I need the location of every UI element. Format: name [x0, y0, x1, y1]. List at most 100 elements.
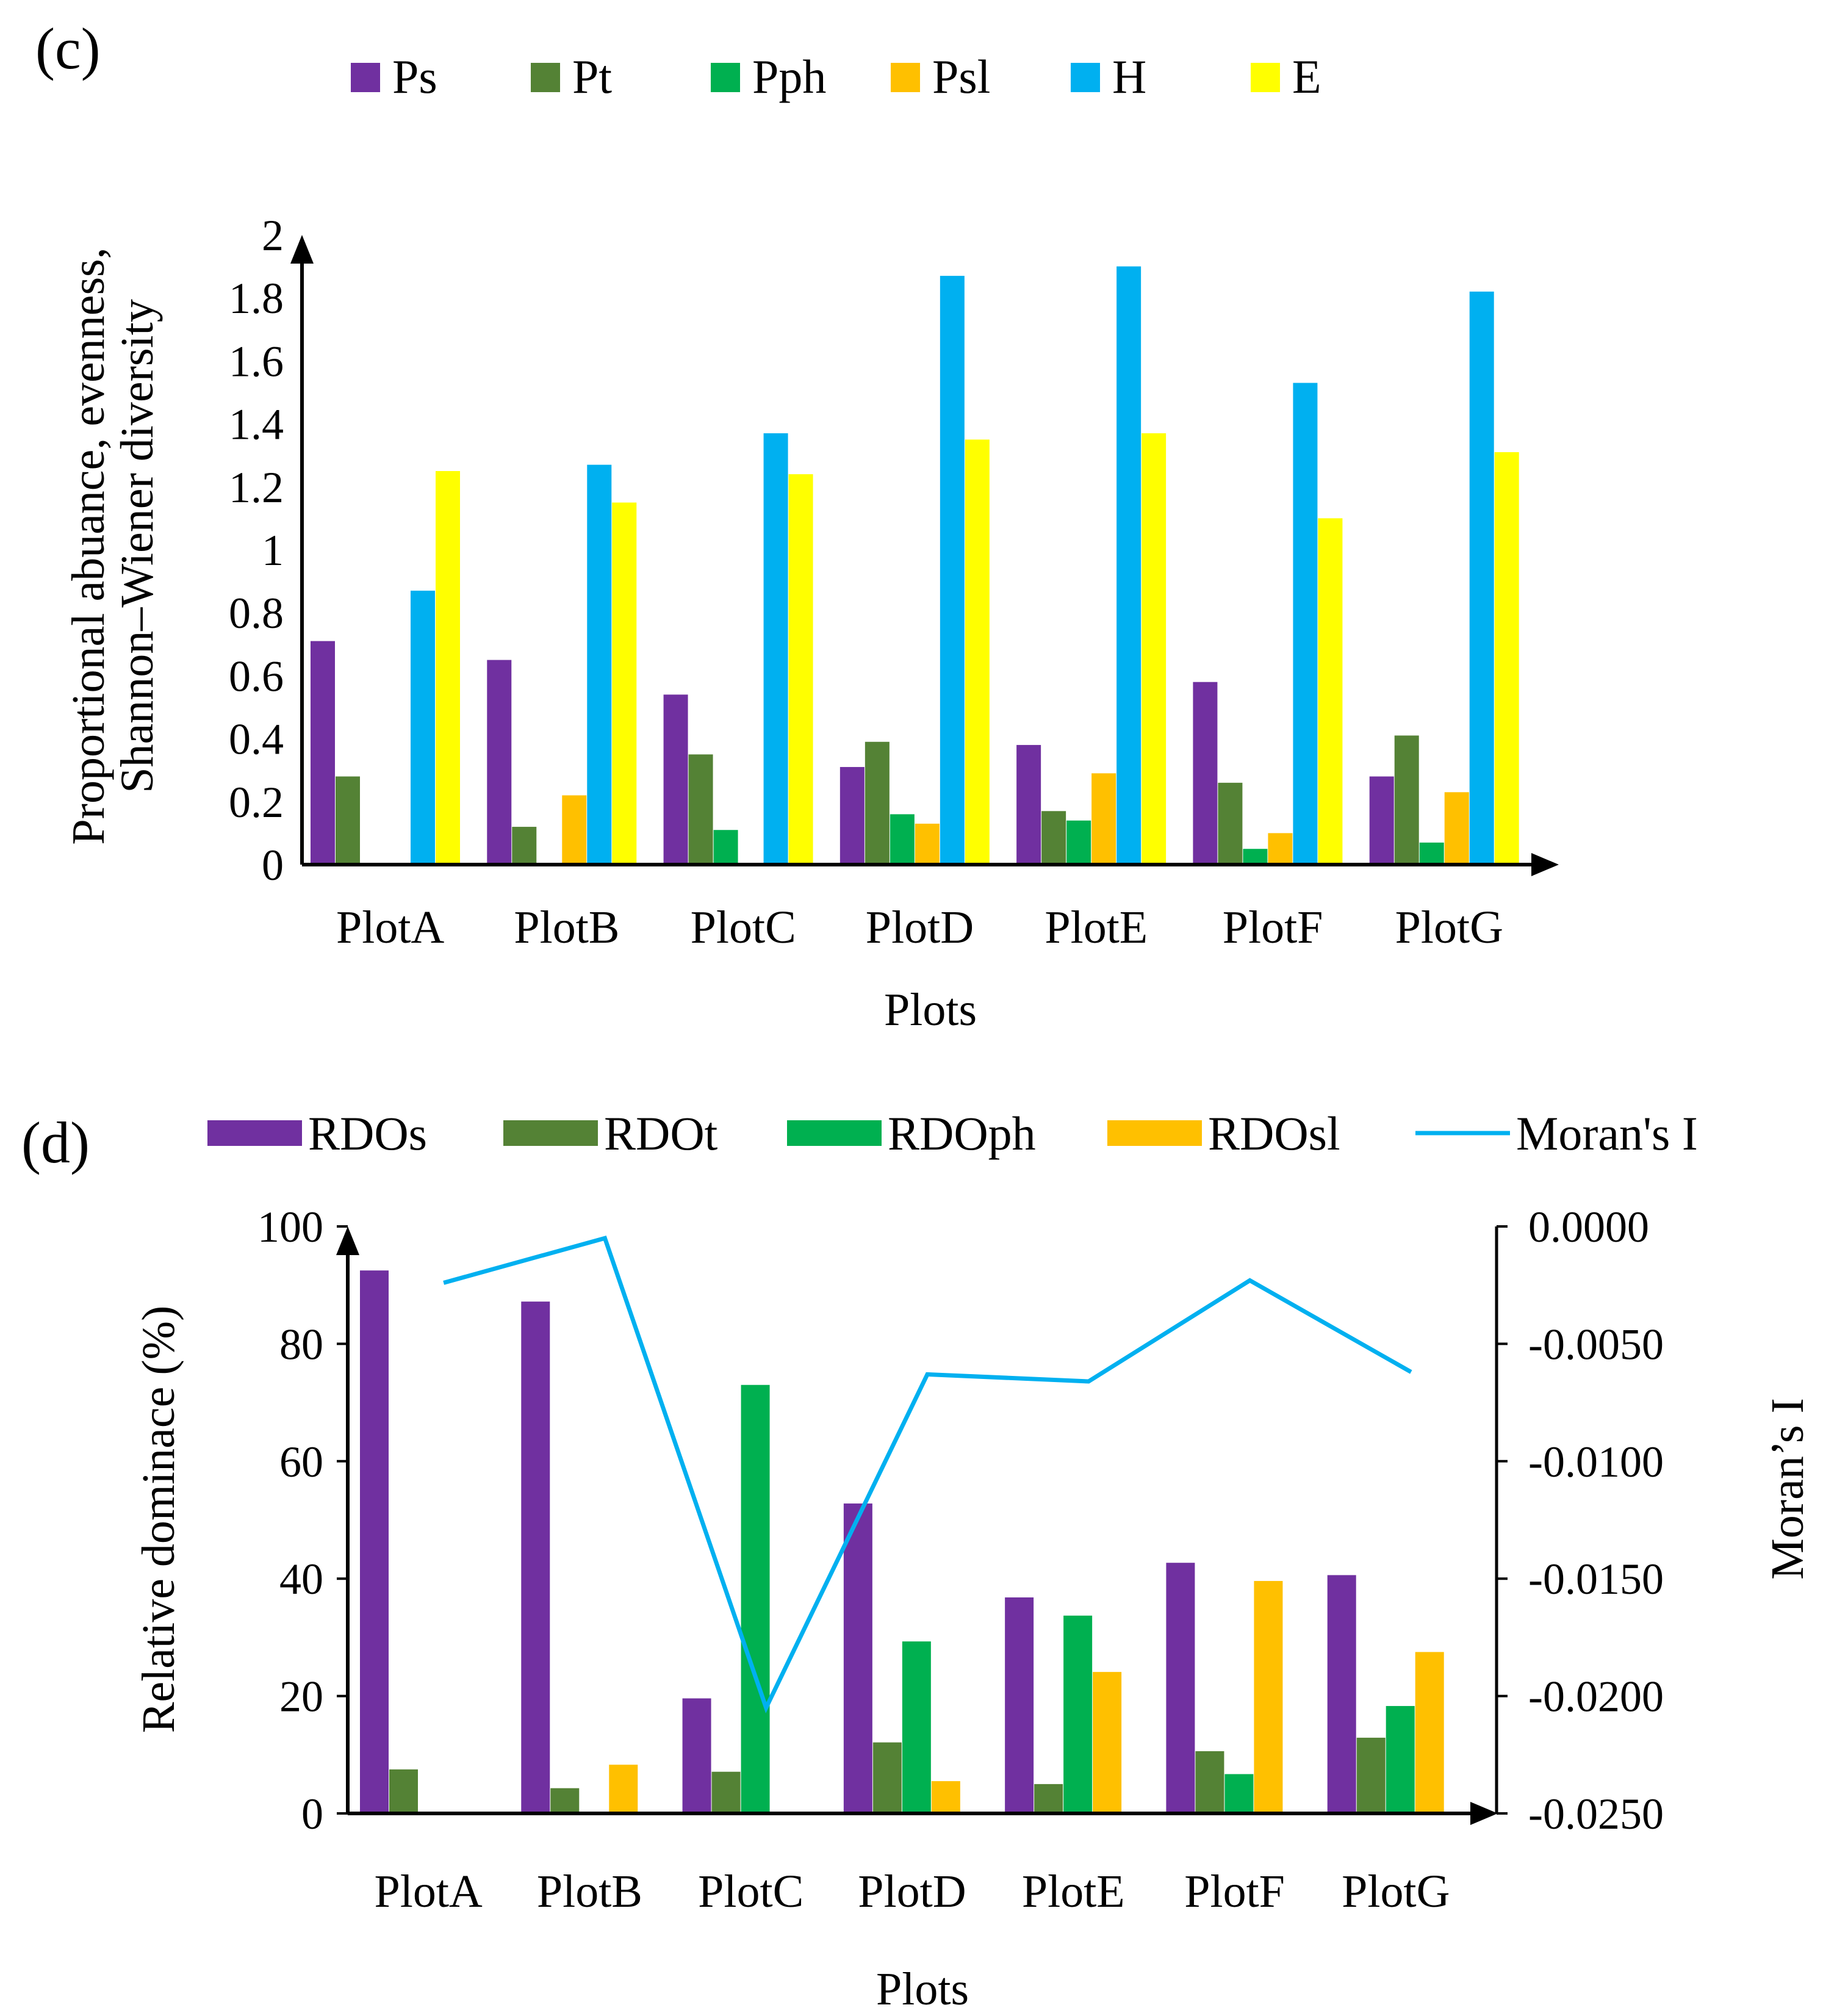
legend-swatch-c-h: [1071, 63, 1100, 92]
bar-c-pph-plotg: [1419, 842, 1444, 865]
legend-label-c-pt: Pt: [572, 50, 612, 103]
legend-swatch-c-e: [1251, 63, 1280, 92]
y-axis-title-c-line2: Shannon–Wiener diversity: [112, 299, 163, 793]
legend-label-c-ps: Ps: [392, 50, 437, 103]
y-tick-label-d-left-20: 20: [279, 1672, 323, 1721]
bar-c-ps-plotg: [1369, 776, 1394, 865]
bar-c-h-plotb: [587, 464, 612, 865]
moran-line-d: [443, 1235, 1412, 1714]
chart-panel-d: (d) RDOs RDOt RDOph RDOsl Moran's I 0 20 40 60 8…: [21, 1107, 1813, 2015]
y-tick-label-d-left-100: 100: [257, 1203, 323, 1251]
bar-d-rdoph-plotf: [1224, 1774, 1254, 1813]
y-tick-labels-d-right: 0.0000 -0.0050 -0.0100 -0.0150 -0.0200 -0.025…: [1497, 1203, 1664, 1838]
bar-c-h-plotg: [1469, 291, 1494, 865]
bar-d-rdosl-plotb: [609, 1765, 638, 1813]
bar-d-rdoph-plotc: [741, 1384, 770, 1813]
bar-c-pt-plotf: [1218, 782, 1243, 865]
bar-c-psl-plote: [1091, 773, 1116, 865]
bar-c-pt-plota: [336, 776, 360, 865]
bar-c-pph-plotf: [1243, 849, 1268, 865]
y-tick-label-d-left-80: 80: [279, 1320, 323, 1369]
x-tick-label-c-plote: PlotE: [1044, 902, 1148, 953]
bar-c-pt-plotb: [512, 827, 537, 865]
bar-d-rdos-plotg: [1327, 1575, 1356, 1813]
bar-c-ps-plotc: [663, 694, 688, 865]
bar-c-h-plotc: [763, 433, 788, 865]
panel-c-label: (c): [35, 16, 101, 81]
y-tick-label-c-2: 2: [262, 211, 284, 260]
y-tick-label-c-1-8: 1.8: [229, 274, 284, 323]
bar-d-rdos-plotf: [1166, 1563, 1195, 1813]
x-tick-label-d-plote: PlotE: [1022, 1866, 1125, 1917]
bar-c-ps-plotb: [487, 660, 512, 865]
y-tick-label-d-right-2: -0.0100: [1528, 1438, 1664, 1486]
legend-swatch-d-rdos: [207, 1120, 302, 1146]
bar-d-rdosl-plote: [1093, 1672, 1122, 1813]
x-tick-label-d-plotc: PlotC: [698, 1866, 803, 1917]
y-tick-label-c-0-2: 0.2: [229, 778, 284, 827]
y-axis-arrow-d: [336, 1226, 359, 1255]
legend-swatch-c-psl: [891, 63, 920, 92]
y-tick-label-d-right-3: -0.0150: [1528, 1555, 1664, 1604]
bars-d: [360, 1270, 1444, 1813]
bar-c-pph-plotc: [713, 830, 738, 865]
y-tick-label-c-0-8: 0.8: [229, 589, 284, 638]
bar-c-ps-plotd: [839, 767, 865, 865]
bar-c-ps-plotf: [1193, 682, 1218, 865]
x-tick-label-c-plotg: PlotG: [1395, 902, 1503, 953]
legend-label-d-rdos: RDOs: [308, 1107, 427, 1160]
bar-d-rdos-plotd: [843, 1503, 872, 1813]
legend-d: RDOs RDOt RDOph RDOsl Moran's I: [207, 1107, 1698, 1160]
x-axis-arrow-d: [1470, 1802, 1498, 1825]
y-tick-labels-c: 0 0.2 0.4 0.6 0.8 1 1.2 1.4 1.6 1.8 2: [229, 211, 284, 890]
x-tick-label-c-plota: PlotA: [336, 902, 444, 953]
x-axis-title-c: Plots: [884, 984, 977, 1035]
legend-swatch-c-pt: [531, 63, 560, 92]
bar-d-rdot-plote: [1034, 1784, 1063, 1813]
y-tick-label-d-right-5: -0.0250: [1528, 1790, 1664, 1838]
legend-label-d-rdoph: RDOph: [888, 1107, 1036, 1160]
x-tick-label-d-plotf: PlotF: [1184, 1866, 1285, 1917]
y-tick-label-c-1: 1: [262, 526, 284, 575]
bar-c-e-plotb: [612, 502, 637, 865]
legend-c: Ps Pt Pph Psl H E: [351, 50, 1321, 103]
bar-c-e-plotg: [1494, 452, 1519, 865]
bar-d-rdot-plotd: [872, 1742, 902, 1813]
y-axis-arrow-c: [290, 235, 314, 264]
bar-d-rdoph-plote: [1063, 1615, 1093, 1813]
y-tick-label-d-left-0: 0: [301, 1790, 323, 1838]
legend-swatch-d-rdosl: [1107, 1120, 1202, 1146]
y-tick-label-d-left-40: 40: [279, 1555, 323, 1604]
x-tick-labels-c: PlotA PlotB PlotC PlotD PlotE PlotF PlotG: [336, 902, 1503, 953]
bars-c: [311, 266, 1519, 865]
x-tick-label-d-plotg: PlotG: [1342, 1866, 1450, 1917]
y-tick-labels-d-left: 0 20 40 60 80 100: [257, 1203, 348, 1838]
bar-c-h-plotf: [1293, 383, 1318, 865]
bar-c-pt-plote: [1041, 811, 1066, 865]
y-axis-title-c-line1: Proportional abuance, evenness,: [63, 247, 114, 844]
x-tick-label-d-plota: PlotA: [374, 1866, 482, 1917]
bar-c-h-plote: [1116, 266, 1141, 865]
legend-label-d-rdosl: RDOsl: [1208, 1107, 1340, 1160]
panel-d-label: (d): [21, 1110, 90, 1175]
bar-c-pph-plote: [1066, 820, 1091, 865]
legend-swatch-d-rdoph: [787, 1120, 882, 1146]
legend-label-d-rdot: RDOt: [604, 1107, 718, 1160]
bar-c-e-plote: [1141, 433, 1167, 865]
bar-c-e-plotc: [788, 474, 813, 865]
bar-c-e-plotf: [1318, 518, 1343, 865]
y-axis-title-d-right: Moran’s I: [1762, 1398, 1813, 1580]
x-tick-label-c-plotc: PlotC: [691, 902, 796, 953]
bar-c-h-plota: [411, 591, 435, 865]
bar-c-h-plotd: [940, 276, 965, 865]
y-axis-title-d-left: Relative dominace (%): [133, 1306, 184, 1733]
y-tick-label-d-right-4: -0.0200: [1528, 1672, 1664, 1721]
y-tick-label-c-1-2: 1.2: [229, 463, 284, 512]
bar-c-pt-plotd: [865, 741, 890, 865]
bar-d-rdot-plotf: [1195, 1751, 1224, 1813]
y-tick-label-d-left-60: 60: [279, 1438, 323, 1486]
y-tick-label-d-right-1: -0.0050: [1528, 1320, 1664, 1369]
y-tick-label-c-0: 0: [262, 841, 284, 890]
bar-d-rdosl-plotg: [1415, 1652, 1444, 1813]
